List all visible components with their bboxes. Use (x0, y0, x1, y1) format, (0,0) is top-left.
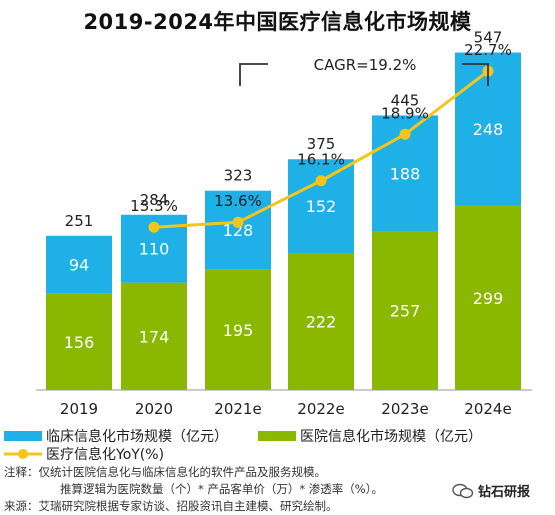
bar-hospital-2024e (455, 205, 521, 390)
x-tick-2020: 2020 (135, 400, 173, 418)
yoy-label-2021e: 13.6% (214, 192, 262, 210)
cagr-bracket-right (462, 63, 489, 86)
yoy-point-2021e (232, 216, 244, 228)
yoy-point-2023e (399, 128, 411, 140)
label-hospital-2022e: 222 (306, 313, 337, 332)
label-clinical-2024e: 248 (473, 120, 504, 139)
label-clinical-2021e: 128 (223, 221, 254, 240)
chart-area: 156 94 251 2019 174 110 284 2020 195 128 323 2021e 2… (36, 29, 532, 418)
legend-yoy-label: 医疗信息化YoY(%) (46, 447, 165, 463)
yoy-label-2020: 13.3% (130, 197, 178, 215)
legend-hospital: 医院信息化市场规模（亿元） (258, 426, 482, 446)
label-clinical-2019: 94 (69, 256, 89, 275)
label-clinical-2022e: 152 (306, 197, 337, 216)
bar-clinical-2022e (288, 159, 354, 254)
legend-clinical: 临床信息化市场规模（亿元） (4, 426, 228, 446)
note-line-1: 注释：仅统计医院信息化与临床信息化的软件产品及服务规模。 (4, 465, 326, 479)
label-total-2024e: 547 (474, 29, 503, 47)
label-total-2022e: 375 (307, 135, 336, 153)
bar-hospital-2022e (288, 253, 354, 390)
x-tick-2023e: 2023e (381, 400, 428, 418)
yoy-label-2022e: 16.1% (297, 151, 345, 169)
x-tick-2021e: 2021e (214, 400, 261, 418)
label-total-2021e: 323 (224, 167, 253, 185)
watermark-text: 钻石研报 (478, 485, 531, 500)
bar-clinical-2019 (46, 235, 112, 294)
legend-yoy: 医疗信息化YoY(%) (4, 444, 164, 464)
label-total-2019: 251 (65, 212, 94, 230)
bar-hospital-2020 (121, 282, 187, 390)
label-hospital-2020: 174 (139, 327, 170, 346)
label-hospital-2024e: 299 (473, 289, 504, 308)
chart-title: 2019-2024年中国医疗信息化市场规模 (83, 10, 472, 34)
yoy-label-2023e: 18.9% (381, 104, 429, 122)
label-hospital-2021e: 195 (223, 321, 254, 340)
note-line-2: 推算逻辑为医院数量（个）* 产品客单价（万）* 渗透率（%）。 (60, 482, 383, 496)
x-tick-2022e: 2022e (297, 400, 344, 418)
wechat-icon (452, 483, 474, 498)
bar-hospital-2019 (46, 293, 112, 390)
cagr-bracket-left (239, 63, 268, 86)
bar-hospital-2023e (372, 231, 438, 390)
yoy-point-2022e (315, 175, 327, 187)
notes: 注释：仅统计医院信息化与临床信息化的软件产品及服务规模。 推算逻辑为医院数量（个… (4, 464, 383, 515)
legend-yoy-swatch (4, 449, 42, 459)
legend-clinical-swatch (4, 431, 42, 441)
legend-clinical-label: 临床信息化市场规模（亿元） (46, 429, 228, 445)
label-hospital-2019: 156 (64, 333, 95, 352)
watermark: 钻石研报 (452, 481, 530, 500)
cagr-label: CAGR=19.2% (314, 56, 417, 74)
label-total-2020: 284 (140, 191, 169, 209)
bar-clinical-2021e (205, 190, 271, 270)
label-hospital-2023e: 257 (390, 302, 421, 321)
yoy-label-2024e: 22.7% (464, 41, 512, 59)
source-line: 来源：艾瑞研究院根据专家访谈、招股资讯自主建模、研究绘制。 (4, 499, 338, 513)
label-clinical-2023e: 188 (390, 164, 421, 183)
label-total-2023e: 445 (391, 91, 420, 109)
legend-hospital-swatch (258, 431, 296, 441)
label-clinical-2020: 110 (139, 240, 170, 259)
legend-hospital-label: 医院信息化市场规模（亿元） (300, 429, 482, 445)
x-tick-2024e: 2024e (464, 400, 511, 418)
bar-hospital-2021e (205, 269, 271, 390)
yoy-point-2020 (148, 221, 160, 233)
x-tick-2019: 2019 (60, 400, 98, 418)
